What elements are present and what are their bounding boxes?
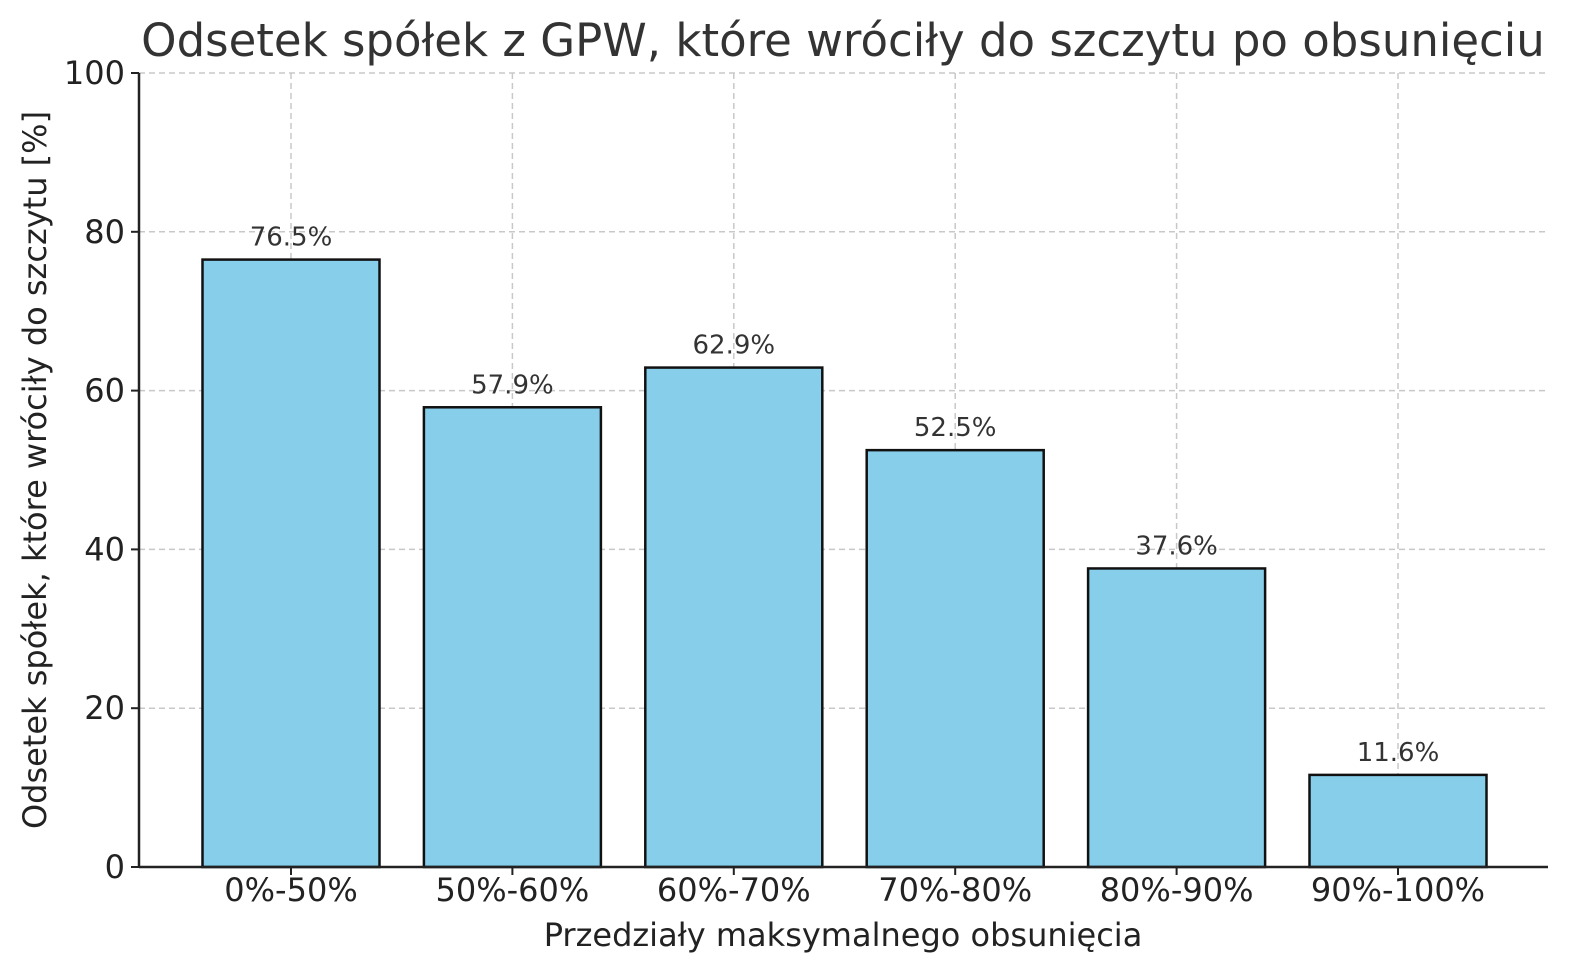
x-axis-label: Przedziały maksymalnego obsunięcia: [544, 916, 1143, 954]
bar-value-label: 37.6%: [1135, 531, 1218, 561]
y-tick-label: 20: [84, 689, 125, 727]
bar-0%-50%: [201, 258, 381, 869]
y-axis-label: Odsetek spółek, które wróciły do szczytu…: [16, 111, 54, 829]
bars: [201, 258, 1488, 869]
bar-value-label: 76.5%: [250, 223, 333, 253]
x-tick-label: 50%-60%: [436, 871, 590, 909]
y-tick-label: 100: [64, 54, 125, 92]
bar-value-label: 62.9%: [692, 331, 775, 361]
y-tick-label: 80: [84, 213, 125, 251]
x-tick-label: 0%-50%: [224, 871, 357, 909]
bar-80%-90%: [1086, 567, 1267, 869]
x-tick-label: 90%-100%: [1311, 871, 1485, 909]
tick-labels: 0 20 40 60 80 100 0%-50% 50%-60% 60%-70% 70%-80% 8…: [64, 54, 1485, 909]
chart-title: Odsetek spółek z GPW, które wróciły do s…: [141, 14, 1545, 67]
bar-60%-70%: [644, 366, 824, 869]
bar-value-label: 57.9%: [471, 370, 554, 400]
y-tick-label: 0: [105, 848, 125, 886]
axes: [131, 72, 1548, 875]
data-labels: 76.5% 57.9% 62.9% 52.5% 37.6% 11.6%: [250, 223, 1440, 768]
x-tick-label: 60%-70%: [657, 871, 811, 909]
x-tick-label: 70%-80%: [878, 871, 1032, 909]
bar-70%-80%: [865, 448, 1045, 869]
y-tick-label: 40: [84, 530, 125, 568]
bar-50%-60%: [422, 406, 603, 869]
y-tick-label: 60: [84, 372, 125, 410]
bar-90%-100%: [1308, 773, 1488, 869]
x-tick-label: 80%-90%: [1100, 871, 1254, 909]
bar-value-label: 52.5%: [914, 413, 997, 443]
bar-value-label: 11.6%: [1357, 738, 1440, 768]
